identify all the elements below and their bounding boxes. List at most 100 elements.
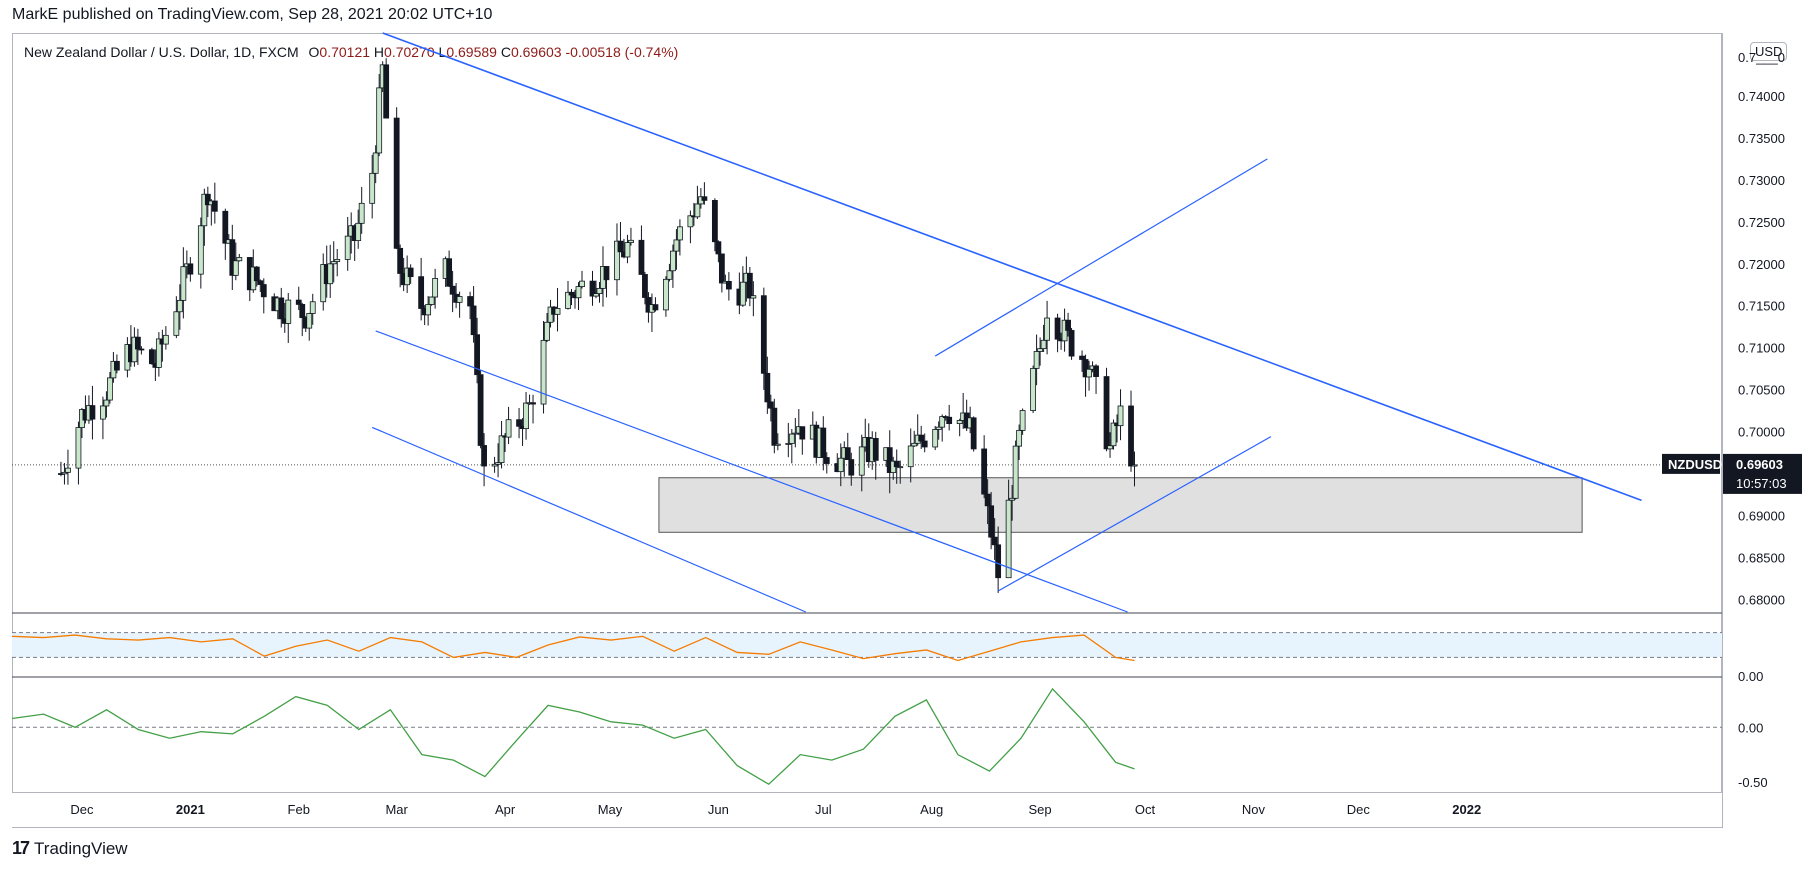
trendline-4: [997, 436, 1272, 592]
candle-down: [1079, 355, 1085, 360]
candle-up: [858, 446, 865, 476]
candle-down: [799, 426, 806, 440]
candle-up: [739, 281, 746, 306]
candle-down: [187, 263, 194, 275]
time-axis-label: Dec: [1347, 802, 1371, 817]
candle-down: [383, 64, 390, 119]
candle-up: [1019, 410, 1026, 431]
candle-up: [358, 202, 365, 224]
candle-up: [544, 321, 550, 341]
candle-up: [750, 295, 757, 299]
candle-down: [988, 505, 995, 538]
candle-down: [1065, 319, 1071, 331]
candle-down: [872, 437, 879, 461]
candle-down: [893, 460, 900, 468]
candle-up: [100, 405, 106, 420]
candle-up: [1016, 429, 1023, 447]
time-axis-label: Mar: [385, 802, 408, 817]
trendline-5: [934, 158, 1268, 357]
rsi-tick-label: 0.00: [1738, 669, 1763, 684]
candle-up: [498, 435, 505, 464]
candle-down: [981, 448, 988, 495]
candle-down: [260, 284, 267, 298]
candle-down: [995, 544, 1002, 579]
close-label: C: [500, 44, 511, 60]
candle-down: [204, 193, 211, 206]
candle-up: [792, 432, 799, 435]
tradingview-mark-icon: 17: [12, 838, 30, 858]
candle-up: [624, 242, 631, 258]
candle-up: [491, 463, 498, 467]
high-label: H: [373, 44, 385, 60]
candle-up: [75, 427, 82, 469]
candle-down: [638, 239, 645, 275]
candle-down: [138, 348, 145, 351]
candle-up: [456, 296, 463, 303]
candle-down: [918, 434, 925, 442]
candle-up: [180, 266, 187, 301]
time-axis-label: Nov: [1242, 802, 1266, 817]
candle-down: [418, 276, 425, 309]
candle-up: [935, 426, 942, 430]
candle-down: [148, 349, 155, 365]
candle-up: [344, 235, 351, 260]
candle-down: [449, 285, 456, 295]
candle-up: [1037, 348, 1043, 352]
time-axis-label: Sep: [1029, 802, 1052, 817]
candle-up: [932, 429, 939, 448]
candle-up: [1040, 339, 1047, 350]
candle-up: [540, 339, 547, 405]
candle-up: [65, 467, 71, 473]
candle-up: [1030, 367, 1037, 411]
low-label: L: [438, 44, 447, 60]
candle-down: [711, 200, 718, 243]
price-scale-border: [1722, 33, 1723, 828]
candle-down: [718, 253, 725, 284]
osc-tick-label: -0.50: [1738, 775, 1768, 790]
time-axis-label: Jul: [815, 802, 832, 817]
candles-layer: [58, 58, 1138, 593]
candle-down: [771, 407, 778, 446]
candle-down: [764, 372, 771, 403]
candle-up: [369, 172, 376, 204]
price-tick-label: 0.72500: [1738, 215, 1785, 230]
candle-down: [477, 374, 484, 446]
candle-up: [107, 377, 113, 401]
candle-up: [1107, 445, 1113, 450]
candle-down: [446, 258, 453, 287]
candle-down: [516, 419, 522, 427]
candle-down: [278, 297, 285, 320]
candle-up: [596, 287, 603, 295]
candle-up: [565, 291, 571, 309]
candle-up: [666, 270, 673, 280]
candle-up: [939, 416, 946, 428]
last-price-text: 0.69603: [1736, 457, 1783, 472]
support-zone-box: [658, 477, 1583, 533]
candle-up: [495, 462, 501, 465]
candle-up: [774, 443, 781, 446]
candle-up: [432, 278, 439, 298]
candle-up: [1012, 445, 1019, 499]
candle-down: [746, 272, 753, 299]
symbol-description: New Zealand Dollar / U.S. Dollar, 1D, FX…: [24, 44, 299, 60]
candle-down: [984, 493, 991, 507]
candle-up: [1009, 497, 1016, 501]
candle-up: [176, 299, 183, 313]
tradingview-logo[interactable]: 17 TradingView: [12, 838, 128, 859]
candle-down: [617, 240, 624, 253]
time-axis-label: Dec: [70, 802, 94, 817]
candle-down: [253, 266, 260, 282]
candle-down: [603, 266, 610, 281]
time-axis-label: Oct: [1135, 802, 1156, 817]
candle-up: [236, 257, 243, 262]
candle-down: [568, 291, 575, 296]
candle-up: [897, 466, 904, 469]
candle-down: [474, 334, 480, 376]
candle-down: [467, 296, 473, 307]
currency-button[interactable]: USD: [1750, 42, 1788, 61]
candle-down: [530, 402, 536, 405]
candle-down: [1128, 405, 1134, 467]
support-zone-layer: [658, 477, 1583, 533]
candle-down: [1068, 330, 1075, 357]
